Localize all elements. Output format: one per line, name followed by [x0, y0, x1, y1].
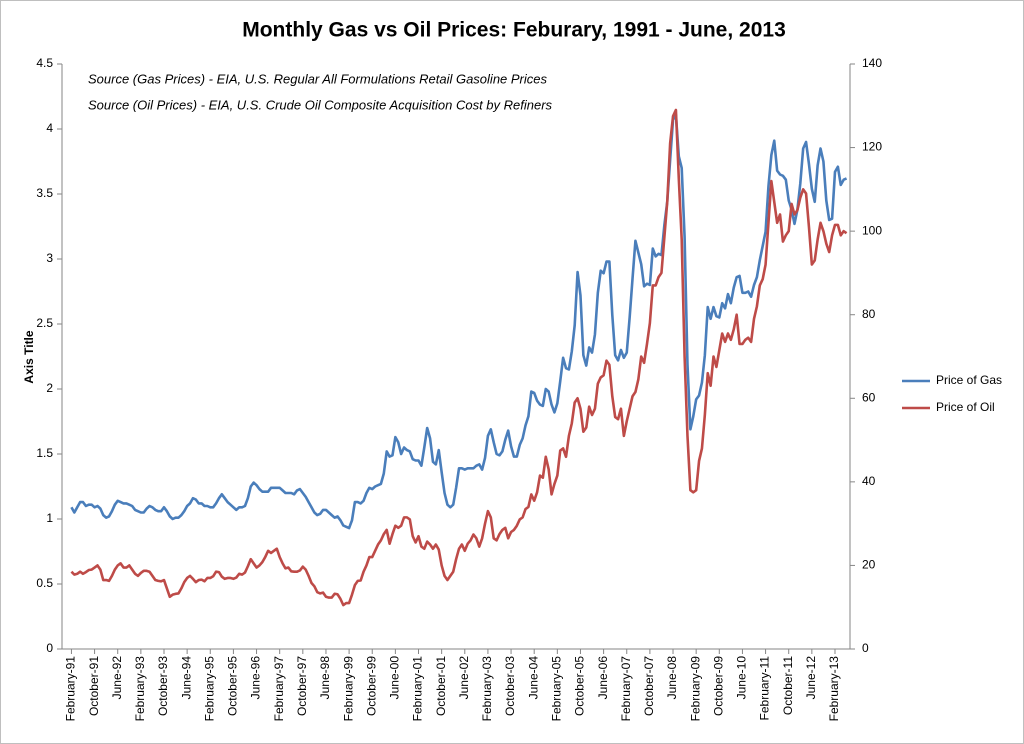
x-tick-label: June-06: [596, 656, 610, 700]
x-tick-label: October-93: [156, 656, 170, 716]
x-tick-label: October-99: [364, 656, 378, 716]
x-tick-label: February-07: [619, 656, 633, 722]
x-tick-label: October-05: [573, 656, 587, 716]
x-tick-label: June-12: [804, 656, 818, 700]
x-tick-label: June-08: [665, 656, 679, 700]
annotation: Source (Gas Prices) - EIA, U.S. Regular …: [88, 71, 548, 86]
x-tick-label: June-10: [735, 656, 749, 700]
x-tick-label: June-94: [179, 656, 193, 700]
x-tick-label: February-05: [550, 656, 564, 722]
series-line: [70, 113, 848, 530]
x-tick-label: February-03: [480, 656, 494, 722]
legend-label: Price of Gas: [936, 373, 1002, 387]
series-line: [70, 108, 848, 607]
x-tick-label: February-11: [758, 656, 772, 721]
x-tick-label: February-95: [202, 656, 216, 722]
x-tick-label: October-03: [503, 656, 517, 716]
y-tick-label: 1: [46, 511, 53, 525]
y2-tick-label: 100: [862, 223, 882, 237]
x-tick-label: February-97: [272, 656, 286, 722]
y-tick-label: 0: [46, 641, 53, 655]
annotation: Source (Oil Prices) - EIA, U.S. Crude Oi…: [88, 97, 553, 112]
y-tick-label: 3: [46, 251, 53, 265]
x-tick-label: June-02: [457, 656, 471, 700]
y2-tick-label: 60: [862, 390, 876, 404]
y-tick-label: 1.5: [36, 446, 53, 460]
y2-tick-label: 20: [862, 558, 876, 572]
x-tick-label: February-93: [133, 656, 147, 722]
y-axis-title: Axis Title: [22, 330, 36, 383]
y2-tick-label: 140: [862, 56, 882, 70]
x-tick-label: October-11: [781, 656, 795, 715]
x-tick-label: October-97: [295, 656, 309, 716]
x-tick-label: June-96: [249, 656, 263, 700]
x-tick-label: June-92: [110, 656, 124, 700]
x-tick-label: October-91: [87, 656, 101, 716]
y-tick-label: 0.5: [36, 576, 53, 590]
chart-title: Monthly Gas vs Oil Prices: Feburary, 199…: [242, 19, 786, 42]
x-tick-label: June-04: [526, 656, 540, 700]
x-tick-label: October-01: [434, 656, 448, 716]
x-tick-label: June-00: [388, 656, 402, 700]
y2-tick-label: 0: [862, 641, 869, 655]
x-tick-label: June-98: [318, 656, 332, 700]
y-tick-label: 2: [46, 381, 53, 395]
x-tick-label: February-09: [688, 656, 702, 722]
y-tick-label: 4.5: [36, 56, 53, 70]
x-tick-label: February-01: [411, 656, 425, 722]
x-tick-label: October-95: [226, 656, 240, 716]
x-tick-label: October-07: [642, 656, 656, 716]
x-tick-label: February-99: [341, 656, 355, 722]
x-tick-label: October-09: [711, 656, 725, 716]
y2-tick-label: 40: [862, 474, 876, 488]
y2-tick-label: 80: [862, 307, 876, 321]
x-tick-label: February-13: [827, 656, 841, 722]
y-tick-label: 4: [46, 121, 53, 135]
y-tick-label: 3.5: [36, 186, 53, 200]
x-tick-label: February-91: [64, 656, 78, 722]
y2-tick-label: 120: [862, 140, 882, 154]
y-tick-label: 2.5: [36, 316, 53, 330]
legend-label: Price of Oil: [936, 400, 995, 414]
